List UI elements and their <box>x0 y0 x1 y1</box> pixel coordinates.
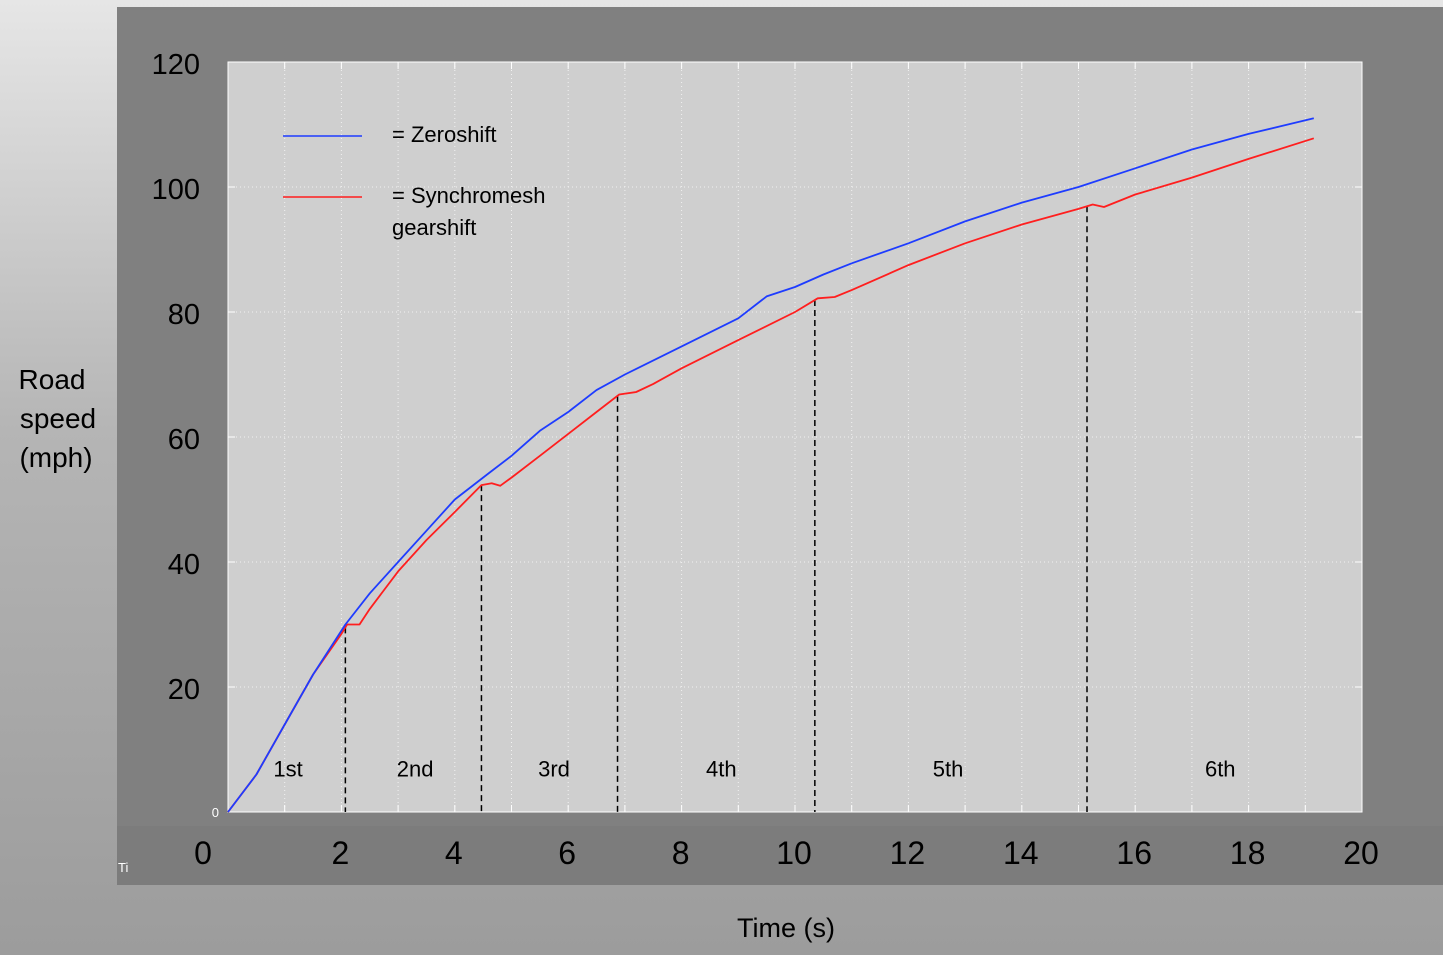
legend-label-zeroshift: = Zeroshift <box>392 122 497 147</box>
y-tick-label: 60 <box>168 424 200 456</box>
grid <box>228 62 1362 812</box>
gear-label: 6th <box>1205 756 1236 781</box>
series-line-zeroshift <box>227 117 1315 813</box>
x-tick-label: 8 <box>672 835 690 871</box>
corner-clipped-label: Ti <box>118 860 128 875</box>
legend-label-synchromesh-line-1: = Synchromesh <box>392 183 545 208</box>
y-axis-label: Road speed (mph) <box>19 364 97 473</box>
x-tick-label: 6 <box>558 835 576 871</box>
gear-label: 5th <box>933 756 964 781</box>
gear-change-lines <box>344 206 1088 812</box>
series-lines <box>227 117 1315 813</box>
y-tick-label: 20 <box>168 674 200 706</box>
x-tick-label: 18 <box>1230 835 1266 871</box>
y-tick-label: 80 <box>168 299 200 331</box>
y-tick-label: 120 <box>152 49 200 81</box>
x-tick-label: 10 <box>776 835 812 871</box>
gear-label: 4th <box>706 756 737 781</box>
x-tick-label: 4 <box>445 835 463 871</box>
x-tick-label: 16 <box>1116 835 1152 871</box>
y-tick-label: 40 <box>168 549 200 581</box>
y-axis-label-line-3: (mph) <box>19 442 92 473</box>
gear-label: 2nd <box>397 756 434 781</box>
legend-label-synchromesh-line-2: gearshift <box>392 215 476 240</box>
gear-label: 3rd <box>538 756 570 781</box>
x-tick-label: 0 <box>194 835 212 871</box>
legend: = Zeroshift = Synchromesh gearshift <box>283 122 545 240</box>
y-tick-label: 100 <box>152 174 200 206</box>
x-tick-label: 2 <box>332 835 350 871</box>
legend-label-synchromesh: = Synchromesh gearshift <box>392 183 545 240</box>
y-axis-label-line-1: Road <box>19 364 86 395</box>
series-line-synchromesh <box>227 137 1315 813</box>
axis-ticks: 20 40 60 80 100 120 00 2 4 6 8 10 12 14 16 18 20 <box>152 49 1379 871</box>
y-axis-label-line-2: speed <box>20 403 96 434</box>
x-tick-label: 20 <box>1343 835 1379 871</box>
y-tick-label-zero: 0 <box>212 805 219 820</box>
tick-row-background <box>117 826 1443 885</box>
x-tick-label: 14 <box>1003 835 1039 871</box>
gear-label: 1st <box>273 756 302 781</box>
x-tick-label: 12 <box>890 835 926 871</box>
gear-labels: 1st 2nd 3rd 4th 5th 6th <box>273 756 1235 781</box>
x-axis-label: Time (s) <box>737 913 835 943</box>
